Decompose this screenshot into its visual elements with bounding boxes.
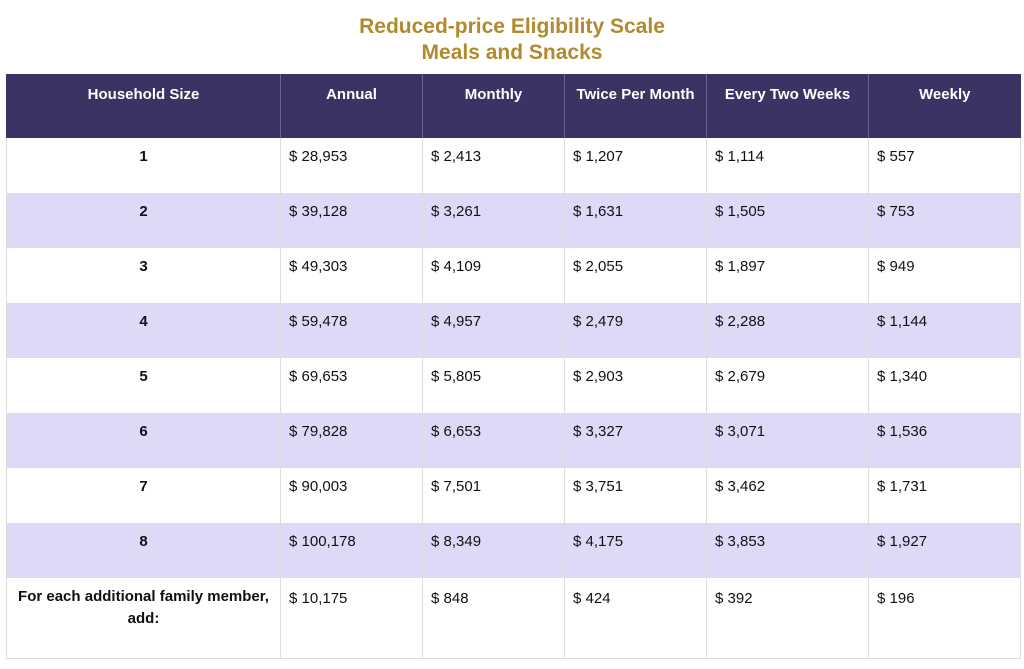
cell-household-size: 5	[6, 358, 281, 413]
cell-monthly: $ 7,501	[422, 468, 565, 523]
table-row: 6 $ 79,828 $ 6,653 $ 3,327 $ 3,071 $ 1,536	[6, 413, 1021, 468]
cell-annual: $ 39,128	[280, 193, 423, 248]
cell-monthly: $ 5,805	[422, 358, 565, 413]
header-annual: Annual	[280, 74, 423, 138]
page-title: Reduced-price Eligibility Scale Meals an…	[0, 14, 1024, 66]
cell-annual: $ 100,178	[280, 523, 423, 578]
cell-every-two-weeks: $ 2,288	[706, 303, 869, 358]
cell-twice-per-month: $ 424	[564, 578, 707, 659]
header-twice-per-month: Twice Per Month	[564, 74, 707, 138]
cell-annual: $ 90,003	[280, 468, 423, 523]
cell-household-size: 8	[6, 523, 281, 578]
cell-twice-per-month: $ 2,903	[564, 358, 707, 413]
cell-monthly: $ 4,957	[422, 303, 565, 358]
cell-monthly: $ 6,653	[422, 413, 565, 468]
table-row: 4 $ 59,478 $ 4,957 $ 2,479 $ 2,288 $ 1,144	[6, 303, 1021, 358]
title-line-2: Meals and Snacks	[421, 41, 603, 64]
cell-twice-per-month: $ 3,751	[564, 468, 707, 523]
table-row: 3 $ 49,303 $ 4,109 $ 2,055 $ 1,897 $ 949	[6, 248, 1021, 303]
table-row: 2 $ 39,128 $ 3,261 $ 1,631 $ 1,505 $ 753	[6, 193, 1021, 248]
header-household-size: Household Size	[6, 74, 281, 138]
cell-weekly: $ 557	[868, 138, 1021, 193]
cell-annual: $ 79,828	[280, 413, 423, 468]
cell-every-two-weeks: $ 1,114	[706, 138, 869, 193]
header-weekly: Weekly	[868, 74, 1021, 138]
cell-every-two-weeks: $ 3,853	[706, 523, 869, 578]
table-row: 8 $ 100,178 $ 8,349 $ 4,175 $ 3,853 $ 1,927	[6, 523, 1021, 578]
header-every-two-weeks: Every Two Weeks	[706, 74, 869, 138]
title-line-1: Reduced-price Eligibility Scale	[359, 15, 665, 38]
cell-monthly: $ 2,413	[422, 138, 565, 193]
cell-twice-per-month: $ 2,479	[564, 303, 707, 358]
cell-weekly: $ 1,927	[868, 523, 1021, 578]
cell-annual: $ 59,478	[280, 303, 423, 358]
cell-annual: $ 49,303	[280, 248, 423, 303]
cell-household-size: 6	[6, 413, 281, 468]
cell-twice-per-month: $ 2,055	[564, 248, 707, 303]
cell-twice-per-month: $ 4,175	[564, 523, 707, 578]
cell-weekly: $ 1,536	[868, 413, 1021, 468]
cell-weekly: $ 753	[868, 193, 1021, 248]
cell-twice-per-month: $ 1,631	[564, 193, 707, 248]
cell-weekly: $ 1,144	[868, 303, 1021, 358]
cell-twice-per-month: $ 3,327	[564, 413, 707, 468]
cell-every-two-weeks: $ 1,897	[706, 248, 869, 303]
cell-monthly: $ 8,349	[422, 523, 565, 578]
cell-household-size: 2	[6, 193, 281, 248]
table-row: 5 $ 69,653 $ 5,805 $ 2,903 $ 2,679 $ 1,340	[6, 358, 1021, 413]
cell-annual: $ 10,175	[280, 578, 423, 659]
table-row: 7 $ 90,003 $ 7,501 $ 3,751 $ 3,462 $ 1,731	[6, 468, 1021, 523]
cell-monthly: $ 4,109	[422, 248, 565, 303]
cell-household-size: 7	[6, 468, 281, 523]
cell-every-two-weeks: $ 1,505	[706, 193, 869, 248]
cell-weekly: $ 196	[868, 578, 1021, 659]
table-row: 1 $ 28,953 $ 2,413 $ 1,207 $ 1,114 $ 557	[6, 138, 1021, 193]
cell-annual: $ 69,653	[280, 358, 423, 413]
table-row: For each additional family member, add: $…	[6, 578, 1021, 659]
table-body: 1 $ 28,953 $ 2,413 $ 1,207 $ 1,114 $ 557 2 $ 39…	[6, 138, 1021, 659]
cell-weekly: $ 1,731	[868, 468, 1021, 523]
cell-household-size: 1	[6, 138, 281, 193]
cell-household-size: For each additional family member, add:	[6, 578, 281, 659]
cell-every-two-weeks: $ 2,679	[706, 358, 869, 413]
cell-weekly: $ 949	[868, 248, 1021, 303]
header-monthly: Monthly	[422, 74, 565, 138]
cell-monthly: $ 3,261	[422, 193, 565, 248]
cell-household-size: 4	[6, 303, 281, 358]
table-header: Household Size Annual Monthly Twice Per …	[6, 74, 1021, 138]
cell-twice-per-month: $ 1,207	[564, 138, 707, 193]
cell-household-size: 3	[6, 248, 281, 303]
eligibility-table: Household Size Annual Monthly Twice Per …	[6, 74, 1021, 659]
cell-monthly: $ 848	[422, 578, 565, 659]
cell-weekly: $ 1,340	[868, 358, 1021, 413]
header-row: Household Size Annual Monthly Twice Per …	[6, 74, 1021, 138]
cell-every-two-weeks: $ 3,071	[706, 413, 869, 468]
cell-every-two-weeks: $ 3,462	[706, 468, 869, 523]
cell-every-two-weeks: $ 392	[706, 578, 869, 659]
cell-annual: $ 28,953	[280, 138, 423, 193]
